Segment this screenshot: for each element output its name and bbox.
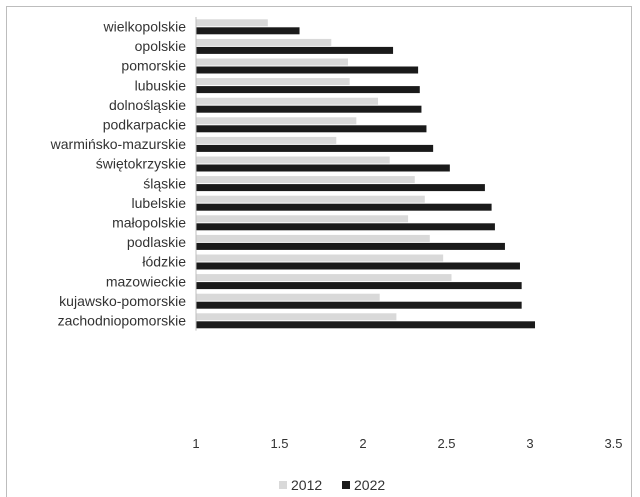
bar-2022-15 xyxy=(196,321,536,329)
category-label: warmińsko-mazurskie xyxy=(50,136,187,152)
category-label: zachodniopomorskie xyxy=(58,313,187,329)
bar-2022-3 xyxy=(196,86,420,94)
bar-2022-6 xyxy=(196,144,434,152)
legend: 2012 2022 xyxy=(279,477,385,493)
category-label: pomorskie xyxy=(121,58,186,74)
category-label: świętokrzyskie xyxy=(96,156,186,172)
x-tick-label: 2.5 xyxy=(437,436,455,451)
bar-2012-10 xyxy=(196,215,409,223)
category-label: podlaskie xyxy=(127,234,186,250)
category-label: wielkopolskie xyxy=(103,19,187,35)
bar-2012-12 xyxy=(196,254,444,262)
x-tick-label: 3.5 xyxy=(604,436,622,451)
bar-2012-3 xyxy=(196,78,350,86)
bar-2022-12 xyxy=(196,262,520,270)
bar-2012-8 xyxy=(196,176,415,184)
category-label: małopolskie xyxy=(112,215,186,231)
bar-2012-13 xyxy=(196,274,452,282)
x-tick-labels: 1 1.5 2 2.5 3 3.5 xyxy=(192,436,622,451)
bar-2012-11 xyxy=(196,234,430,242)
bar-2022-0 xyxy=(196,27,300,35)
x-tick-label: 1.5 xyxy=(270,436,288,451)
bar-2022-2 xyxy=(196,66,419,74)
bar-2012-0 xyxy=(196,19,268,27)
category-labels: wielkopolskie opolskie pomorskie lubuskie do… xyxy=(50,19,187,329)
x-tick-label: 1 xyxy=(192,436,199,451)
legend-swatch-2012 xyxy=(279,481,287,489)
bar-2012-4 xyxy=(196,97,379,105)
bar-2012-1 xyxy=(196,38,332,46)
bar-2012-7 xyxy=(196,156,390,164)
category-label: mazowieckie xyxy=(106,273,186,289)
bar-2022-4 xyxy=(196,105,422,113)
category-label: opolskie xyxy=(135,38,187,54)
x-tick-label: 3 xyxy=(526,436,533,451)
category-label: śląskie xyxy=(143,175,186,191)
category-label: dolnośląskie xyxy=(109,97,186,113)
bar-2022-1 xyxy=(196,46,394,54)
legend-label-2022: 2022 xyxy=(354,477,385,493)
bar-2012-2 xyxy=(196,58,348,66)
bar-2022-9 xyxy=(196,203,492,211)
bar-2022-8 xyxy=(196,184,485,192)
bar-2022-13 xyxy=(196,282,522,290)
category-label: kujawsko-pomorskie xyxy=(59,293,186,309)
bar-2022-10 xyxy=(196,223,495,231)
x-tick-label: 2 xyxy=(359,436,366,451)
bar-2022-7 xyxy=(196,164,450,172)
bar-2012-6 xyxy=(196,136,337,144)
bars xyxy=(196,19,536,329)
category-label: lubuskie xyxy=(135,77,187,93)
bar-2022-11 xyxy=(196,242,505,250)
bar-2012-15 xyxy=(196,313,397,321)
bar-2012-5 xyxy=(196,117,357,125)
legend-label-2012: 2012 xyxy=(291,477,322,493)
bar-2012-14 xyxy=(196,293,380,301)
bar-2012-9 xyxy=(196,195,425,203)
category-label: łódzkie xyxy=(142,254,186,270)
category-label: podkarpackie xyxy=(103,117,186,133)
bar-2022-14 xyxy=(196,301,522,309)
category-label: lubelskie xyxy=(132,195,187,211)
legend-swatch-2022 xyxy=(342,481,350,489)
bar-2022-5 xyxy=(196,125,427,133)
